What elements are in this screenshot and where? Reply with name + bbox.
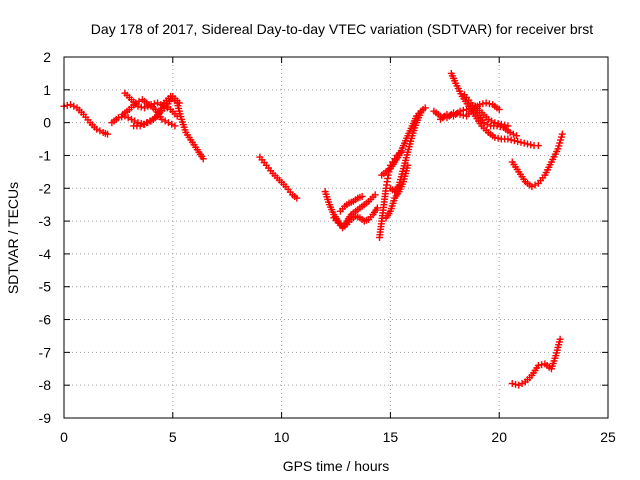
data-point	[443, 110, 451, 118]
data-point	[534, 361, 542, 369]
x-tick-label: 0	[60, 429, 68, 445]
data-point	[495, 106, 503, 114]
x-tick-label: 15	[383, 429, 399, 445]
data-point	[504, 122, 512, 130]
data-point	[482, 99, 490, 107]
x-axis-label: GPS time / hours	[283, 458, 390, 474]
y-tick-label: 2	[43, 49, 51, 65]
data-point	[556, 335, 564, 343]
data-point	[456, 107, 464, 115]
data-point	[114, 114, 122, 122]
data-point	[520, 139, 528, 147]
x-tick-label: 5	[169, 429, 177, 445]
data-point	[104, 130, 112, 138]
data-point	[534, 142, 542, 150]
y-tick-labels: 2 1 0 -1 -2 -3 -4 -5 -6 -7 -8 -9	[39, 49, 52, 426]
y-tick-label: -9	[39, 410, 52, 426]
data-point	[494, 119, 502, 127]
y-axis-label: SDTVAR / TECUs	[5, 182, 21, 294]
data-point	[558, 130, 566, 138]
y-tick-label: -4	[39, 246, 52, 262]
chart-title: Day 178 of 2017, Sidereal Day-to-day VTE…	[91, 21, 593, 37]
grid-lines	[64, 57, 608, 418]
data-point	[515, 381, 523, 389]
data-point	[485, 100, 493, 108]
data-point	[168, 120, 176, 128]
data-point	[358, 192, 366, 200]
data-point	[513, 132, 521, 140]
data-point	[173, 112, 181, 120]
data-point	[371, 191, 379, 199]
data-point	[523, 140, 531, 148]
y-tick-label: -2	[39, 180, 52, 196]
x-tick-label: 20	[491, 429, 507, 445]
data-point	[510, 137, 518, 145]
y-tick-label: 0	[43, 115, 51, 131]
data-point	[373, 204, 381, 212]
y-tick-label: -7	[39, 344, 52, 360]
data-points	[60, 69, 566, 389]
data-point	[483, 120, 491, 128]
data-point	[531, 181, 539, 189]
data-point	[527, 141, 535, 149]
x-tick-labels: 0 5 10 15 20 25	[60, 429, 616, 445]
data-point	[175, 99, 183, 107]
plot-frame	[63, 56, 609, 419]
data-point	[518, 380, 526, 388]
data-point	[459, 106, 467, 114]
data-point	[491, 133, 499, 141]
data-point	[491, 119, 499, 127]
tick-marks	[63, 56, 609, 419]
data-point	[504, 135, 512, 143]
data-point	[127, 115, 135, 123]
data-point	[417, 109, 425, 117]
data-point	[514, 138, 522, 146]
data-point	[512, 380, 520, 388]
data-point	[137, 103, 145, 111]
y-tick-label: 1	[43, 82, 51, 98]
data-point	[404, 161, 412, 169]
x-tick-label: 10	[274, 429, 290, 445]
data-point	[497, 120, 505, 128]
y-tick-label: -3	[39, 213, 52, 229]
x-tick-label: 25	[600, 429, 616, 445]
y-tick-label: -6	[39, 312, 52, 328]
data-point	[517, 138, 525, 146]
data-point	[199, 155, 207, 163]
data-point	[538, 361, 546, 369]
data-point	[161, 117, 169, 125]
data-point	[70, 102, 78, 110]
data-point	[124, 114, 132, 122]
data-point	[446, 111, 454, 119]
data-point	[293, 194, 301, 202]
data-point	[421, 104, 429, 112]
data-point	[476, 101, 484, 109]
y-tick-label: -5	[39, 279, 52, 295]
data-point	[507, 136, 515, 144]
data-point	[479, 100, 487, 108]
data-point	[508, 380, 516, 388]
data-point	[501, 121, 509, 129]
data-point	[63, 101, 71, 109]
data-point	[67, 101, 75, 109]
y-tick-label: -8	[39, 377, 52, 393]
data-point	[494, 134, 502, 142]
y-tick-label: -1	[39, 147, 52, 163]
data-point	[171, 122, 179, 130]
data-point	[164, 119, 172, 127]
